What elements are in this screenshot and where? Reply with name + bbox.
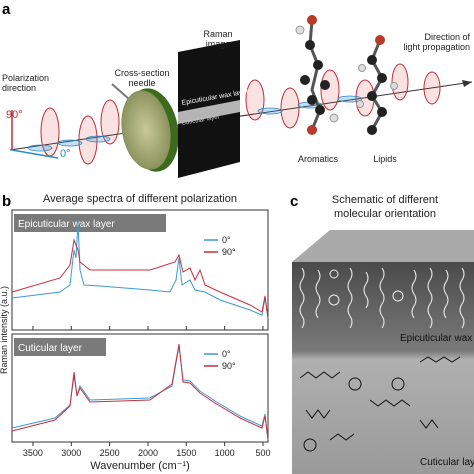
x-tick-label: 1000 — [215, 448, 235, 458]
block-top — [292, 230, 474, 262]
legend-label: 90° — [222, 247, 236, 257]
layer-label: Epicuticular wax layer — [18, 219, 115, 230]
label: Aromatics — [298, 154, 339, 164]
spectrum-0 — [11, 221, 269, 319]
panel-c: c Schematic of different molecular orien… — [290, 193, 474, 474]
wax-band — [178, 100, 240, 124]
panel-letter: a — [2, 1, 11, 18]
label: direction — [2, 83, 36, 93]
layer-label: Epicuticular wax layer — [400, 333, 474, 344]
x-tick-label: 3500 — [23, 448, 43, 458]
plot-frame — [11, 333, 269, 443]
legend-label: 0° — [222, 235, 231, 245]
x-tick-label: 3000 — [61, 448, 81, 458]
label: Polarization — [2, 73, 49, 83]
needle-face — [121, 90, 171, 170]
legend-label: 0° — [222, 349, 231, 359]
y-axis-label: Raman intensity (a.u.) — [0, 286, 9, 374]
panel-a: a Polarization direction 90° 0° Cross-se… — [2, 1, 473, 178]
molecule-lipid — [356, 35, 398, 135]
label: light propagation — [403, 42, 470, 52]
x-tick-label: 2000 — [138, 448, 158, 458]
label: Cross-section — [114, 68, 169, 78]
layer-tag — [14, 338, 106, 356]
x-tick-label: 2500 — [100, 448, 120, 458]
spectrum-90 — [11, 238, 269, 319]
x-axis-label: Wavenumber (cm⁻¹) — [90, 460, 190, 472]
label-0: 0° — [60, 148, 71, 160]
label: needle — [128, 78, 155, 88]
x-tick-label: 1500 — [176, 448, 196, 458]
label: image — [206, 39, 231, 49]
panel-letter: c — [290, 193, 298, 210]
spectrum-90 — [11, 343, 269, 441]
needle — [111, 83, 131, 101]
arrow-head — [462, 80, 472, 87]
x-tick-label: 500 — [255, 448, 270, 458]
legend-label: 90° — [222, 361, 236, 371]
wax-molecules — [299, 267, 465, 329]
panel-title: molecular orientation — [334, 208, 436, 220]
block-front — [292, 262, 474, 474]
panel-b: b Average spectra of different polarizat… — [0, 193, 271, 472]
molecule-aromatic — [295, 15, 339, 135]
label: Lipids — [373, 154, 397, 164]
plot-frame — [11, 209, 269, 331]
label: Direction of — [424, 32, 470, 42]
wave-red — [40, 63, 441, 165]
layer-label: Cuticular layer — [18, 343, 83, 354]
cuticle-molecules — [299, 356, 461, 452]
panel-letter: b — [2, 193, 11, 210]
axis-0 — [11, 149, 59, 159]
layer-tag — [14, 214, 166, 232]
beam — [9, 81, 473, 151]
panel-title: Schematic of different — [332, 194, 438, 206]
label-90: 90° — [6, 109, 23, 121]
label: Raman — [203, 29, 232, 39]
panel-title: Average spectra of different polarizatio… — [43, 193, 237, 205]
layer-label: Cuticular layer — [420, 457, 474, 468]
